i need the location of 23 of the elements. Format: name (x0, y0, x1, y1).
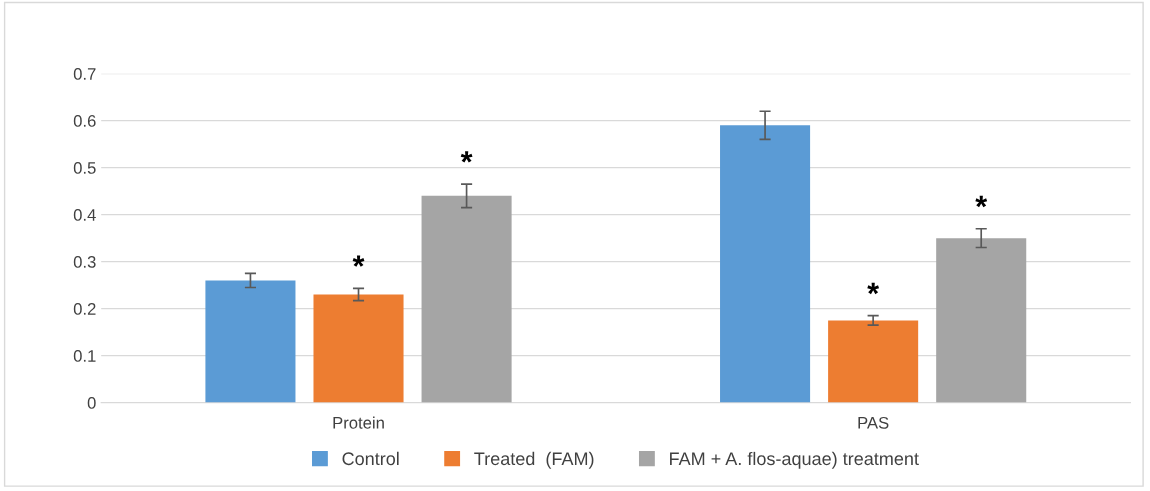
y-tick-label: 0.5 (73, 162, 96, 174)
y-tick-label: 0.6 (73, 115, 96, 127)
legend-label: FAM + A. flos-aquae) treatment (670, 451, 919, 469)
y-tick-label: 0 (87, 397, 96, 409)
bar (421, 195, 512, 403)
bar (205, 280, 296, 403)
data-label: * (867, 282, 880, 295)
legend-label: Control (342, 451, 399, 466)
y-tick-label: 0.4 (73, 209, 96, 221)
data-label: * (460, 151, 473, 163)
x-tick-label: Protein (333, 416, 384, 429)
x-tick-label: PAS (858, 416, 889, 429)
data-label: * (975, 195, 988, 208)
y-tick-label: 0.3 (73, 256, 96, 268)
bar (720, 125, 811, 403)
bar (936, 238, 1027, 403)
bar (828, 320, 919, 403)
bar (313, 294, 404, 403)
y-tick-label: 0.1 (73, 350, 96, 362)
y-tick-label: 0.7 (73, 68, 96, 80)
data-label: * (352, 255, 365, 267)
legend-label: Treated (FAM) (474, 451, 594, 469)
y-tick-label: 0.2 (73, 303, 96, 315)
